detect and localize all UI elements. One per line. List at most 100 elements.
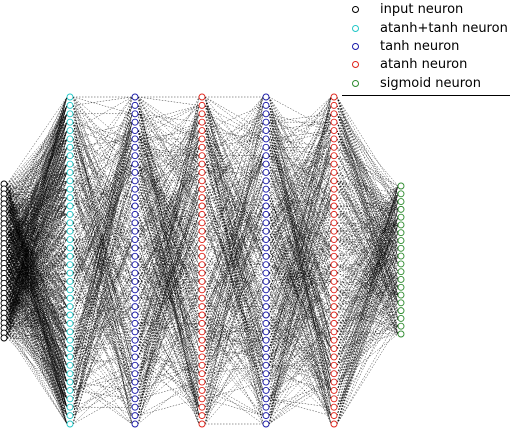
- connection-edge: [336, 222, 399, 226]
- connection-edge: [268, 138, 332, 232]
- connection-edge: [72, 163, 133, 223]
- tanh-neuron-node: [262, 118, 270, 126]
- connection-edge: [204, 205, 264, 290]
- connection-edge: [6, 122, 68, 185]
- connection-edge: [336, 130, 399, 218]
- connection-edge: [137, 272, 200, 408]
- tanh-neuron-node: [262, 110, 270, 118]
- connection-edge: [336, 256, 399, 319]
- connection-edge: [137, 298, 200, 391]
- connection-edge: [336, 155, 399, 226]
- connection-edge: [336, 147, 399, 187]
- connection-edge: [336, 255, 399, 307]
- connection-edge: [6, 205, 68, 314]
- connection-edge: [204, 155, 264, 391]
- connection-edge: [137, 147, 200, 198]
- atanh-neuron-node: [330, 286, 338, 294]
- connection-edge: [336, 214, 399, 265]
- connection-edge: [72, 289, 133, 366]
- connection-edge: [137, 138, 200, 416]
- connection-edge: [204, 314, 264, 391]
- connection-edge: [336, 302, 399, 332]
- connection-edge: [6, 322, 68, 408]
- connection-edge: [6, 258, 68, 366]
- legend-item-sigmoid: sigmoid neuron: [342, 75, 510, 93]
- connection-edge: [6, 113, 68, 249]
- connection-edge: [72, 155, 133, 324]
- connection-edge: [6, 138, 68, 329]
- connection-edge: [72, 239, 133, 425]
- sigmoid-neuron-marker-icon: [352, 80, 359, 87]
- connection-edge: [6, 253, 68, 291]
- atanh-neuron-node: [330, 110, 338, 118]
- atanh-tanh-neuron-node: [66, 370, 74, 378]
- atanh-neuron-node: [198, 210, 206, 218]
- atanh-neuron-node: [330, 420, 338, 428]
- connection-edge: [268, 164, 332, 341]
- connection-edge: [336, 122, 399, 296]
- connection-edge: [137, 314, 200, 408]
- sigmoid-neuron-node: [397, 221, 405, 229]
- connection-edge: [204, 197, 264, 232]
- connection-edge: [6, 130, 68, 299]
- connection-edge: [268, 197, 332, 425]
- connection-edge: [336, 130, 399, 296]
- connection-edge: [137, 205, 200, 332]
- connection-edge: [72, 172, 133, 223]
- connection-edge: [6, 96, 68, 299]
- connection-edge: [204, 138, 264, 257]
- connection-edge: [137, 105, 200, 123]
- connection-edge: [72, 272, 133, 408]
- connection-edge: [336, 256, 399, 280]
- connection-edge: [72, 239, 133, 399]
- connection-edge: [204, 163, 264, 282]
- connection-edge: [204, 180, 264, 290]
- connection-edge: [336, 271, 399, 349]
- connection-edge: [6, 327, 68, 416]
- connection-edge: [268, 214, 332, 349]
- tanh-neuron-node: [262, 152, 270, 160]
- connection-edge: [6, 332, 68, 425]
- atanh-neuron-node: [198, 345, 206, 352]
- connection-edge: [72, 264, 133, 341]
- connection-edge: [336, 272, 399, 304]
- tanh-neuron-node: [131, 169, 139, 176]
- tanh-neuron-node: [262, 236, 270, 243]
- tanh-neuron-node: [262, 294, 270, 302]
- connection-edge: [137, 214, 200, 399]
- atanh-neuron-node: [330, 219, 338, 227]
- connection-edge: [336, 113, 399, 187]
- connection-edge: [336, 232, 399, 332]
- connection-edge: [204, 172, 264, 349]
- connection-edge: [6, 233, 68, 299]
- connection-edge: [6, 96, 68, 249]
- connection-edge: [137, 147, 200, 182]
- atanh-tanh-neuron-node: [66, 311, 74, 319]
- connection-edge: [204, 381, 264, 400]
- neuron-nodes: [0, 93, 405, 428]
- connection-edge: [336, 163, 399, 296]
- connection-edge: [268, 172, 332, 374]
- tanh-neuron-node: [262, 93, 270, 101]
- atanh-tanh-neuron-node: [66, 286, 74, 294]
- connection-edge: [268, 113, 332, 198]
- connection-edge: [6, 205, 68, 269]
- connection-edge: [268, 306, 332, 391]
- connection-edge: [72, 172, 133, 182]
- connection-edge: [6, 228, 68, 358]
- connection-edge: [336, 105, 399, 288]
- atanh-neuron-node: [330, 378, 338, 386]
- atanh-neuron-node: [330, 412, 338, 420]
- atanh-neuron-node: [198, 353, 206, 361]
- tanh-neuron-node: [262, 361, 270, 369]
- tanh-neuron-node: [131, 353, 139, 361]
- connection-edge: [137, 147, 200, 383]
- atanh-tanh-neuron-node: [66, 278, 74, 285]
- connection-edge: [6, 172, 68, 279]
- connection-edge: [336, 185, 399, 399]
- connection-edge: [336, 263, 399, 391]
- connection-edge: [137, 365, 200, 408]
- connection-edge: [72, 289, 133, 399]
- legend-item-input: input neuron: [342, 1, 510, 19]
